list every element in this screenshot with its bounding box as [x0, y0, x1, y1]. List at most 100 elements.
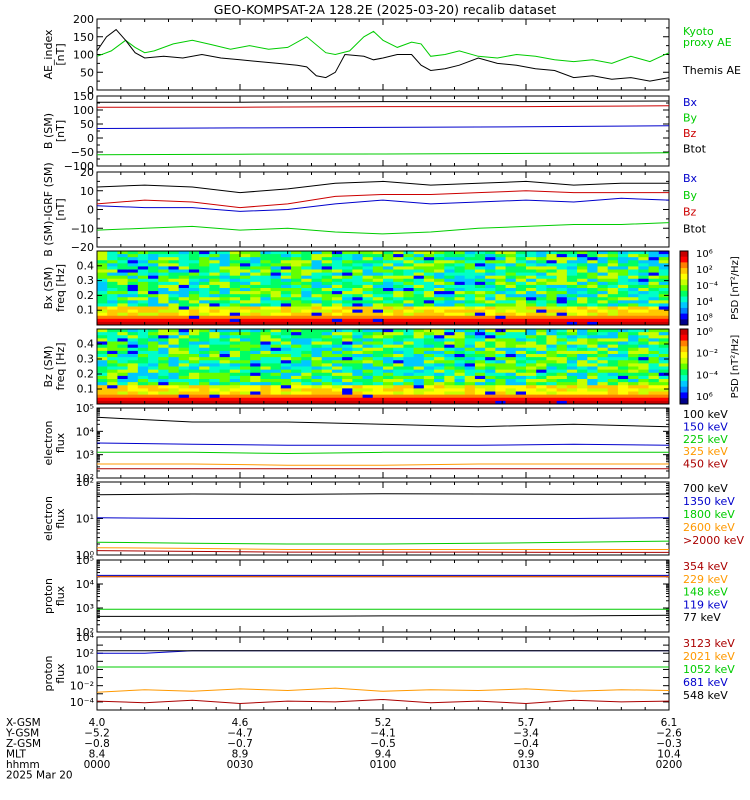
- psd-cell: [393, 391, 404, 396]
- psd-cell: [107, 275, 118, 280]
- psd-cell: [526, 388, 537, 393]
- psd-cell: [342, 263, 353, 267]
- psd-cell: [403, 318, 415, 323]
- legend-entry: 354 keV: [683, 560, 728, 573]
- psd-cell: [617, 266, 629, 270]
- psd-cell: [199, 363, 210, 368]
- psd-cell: [556, 300, 568, 304]
- psd-cell: [127, 254, 139, 258]
- psd-cell: [577, 251, 588, 255]
- psd-cell: [209, 382, 221, 386]
- psd-cell: [107, 269, 118, 274]
- psd-cell: [209, 309, 221, 314]
- psd-cell: [199, 254, 210, 258]
- psd-cell: [209, 321, 221, 326]
- psd-cell: [495, 354, 507, 358]
- psd-cell: [403, 303, 415, 307]
- psd-cell: [250, 379, 261, 383]
- psd-cell: [526, 294, 537, 298]
- y-axis-label: flux: [54, 663, 67, 684]
- psd-cell: [280, 303, 292, 307]
- psd-cell: [127, 288, 139, 292]
- legend-entry: 325 keV: [683, 445, 728, 458]
- psd-cell: [526, 379, 537, 383]
- psd-cell: [168, 321, 180, 326]
- y-axis-label: Bz (SM): [42, 346, 55, 388]
- psd-cell: [383, 335, 394, 339]
- psd-cell: [536, 288, 547, 292]
- psd-cell: [158, 284, 169, 289]
- psd-cell: [515, 291, 527, 295]
- psd-cell: [229, 338, 241, 343]
- psd-cell: [280, 357, 292, 361]
- series-line: [96, 222, 670, 235]
- psd-cell: [628, 251, 639, 255]
- psd-cell: [617, 288, 629, 292]
- legend-entry: Btot: [683, 222, 707, 235]
- psd-cell: [393, 284, 404, 289]
- psd-cell: [444, 275, 455, 280]
- psd-cell: [270, 347, 282, 352]
- psd-cell: [240, 391, 251, 396]
- psd-cell: [566, 275, 578, 280]
- psd-cell: [658, 354, 670, 358]
- psd-cell: [291, 321, 302, 326]
- psd-cell: [648, 357, 660, 361]
- psd-cell: [240, 272, 251, 277]
- psd-cell: [403, 288, 415, 292]
- x-row-value: −5.2: [84, 728, 110, 740]
- psd-cell: [383, 288, 394, 292]
- colorbar-segment: [680, 273, 688, 280]
- psd-cell: [229, 341, 241, 346]
- psd-cell: [270, 366, 282, 371]
- psd-cell: [229, 385, 241, 389]
- psd-cell: [280, 369, 292, 374]
- psd-cell: [577, 375, 588, 380]
- psd-cell: [607, 272, 619, 277]
- psd-cell: [474, 281, 486, 286]
- psd-cell: [403, 341, 415, 346]
- legend-entry: 1800 keV: [683, 508, 735, 521]
- psd-cell: [464, 284, 476, 289]
- psd-cell: [168, 294, 180, 298]
- psd-cell: [148, 284, 159, 289]
- psd-cell: [127, 315, 139, 320]
- y-tick-label: 10⁵: [76, 554, 94, 567]
- psd-cell: [260, 272, 272, 277]
- psd-cell: [117, 288, 129, 292]
- psd-cell: [485, 397, 496, 402]
- psd-cell: [413, 315, 425, 320]
- psd-cell: [628, 329, 639, 333]
- psd-cell: [352, 303, 364, 307]
- psd-cell: [158, 309, 169, 314]
- psd-cell: [301, 278, 312, 283]
- psd-cell: [383, 272, 394, 277]
- psd-cell: [566, 400, 578, 405]
- psd-cell: [127, 318, 139, 323]
- psd-cell: [178, 382, 190, 386]
- psd-cell: [372, 360, 384, 364]
- psd-cell: [168, 354, 180, 358]
- psd-cell: [188, 288, 200, 292]
- psd-cell: [638, 357, 650, 361]
- psd-cell: [352, 315, 364, 320]
- psd-cell: [454, 278, 466, 283]
- psd-cell: [362, 347, 374, 352]
- psd-cell: [444, 350, 455, 355]
- psd-cell: [505, 385, 517, 389]
- psd-cell: [280, 257, 292, 261]
- psd-cell: [658, 266, 670, 270]
- psd-cell: [536, 338, 547, 343]
- psd-cell: [587, 269, 598, 274]
- psd-cell: [658, 281, 670, 286]
- psd-cell: [423, 347, 435, 352]
- psd-cell: [423, 332, 435, 336]
- psd-cell: [648, 321, 660, 326]
- legend-entry: Kyoto: [683, 25, 714, 38]
- psd-cell: [526, 315, 537, 320]
- psd-cell: [372, 366, 384, 371]
- psd-cell: [577, 338, 588, 343]
- psd-cell: [413, 338, 425, 343]
- psd-cell: [474, 360, 486, 364]
- psd-cell: [229, 318, 241, 323]
